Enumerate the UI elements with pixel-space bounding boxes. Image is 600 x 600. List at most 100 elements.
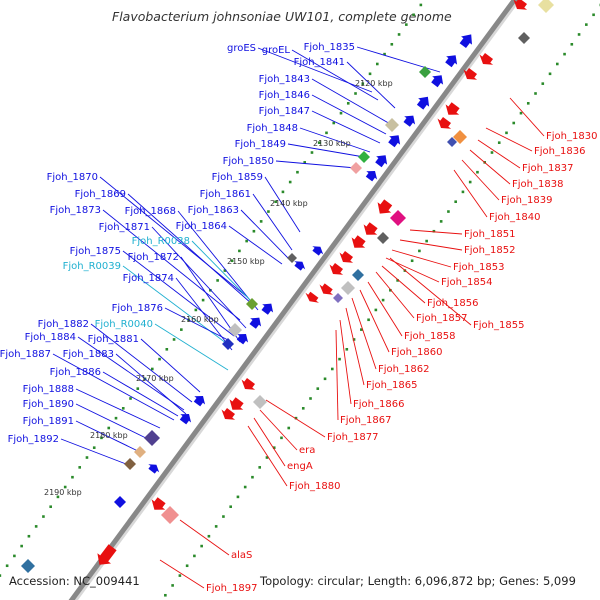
label-leader-line [391,249,452,268]
gene-block [518,32,530,44]
gene-block [228,323,242,337]
reverse-gene-label: Fjoh_1860 [391,347,442,358]
forward-tick-dot [71,475,74,479]
forward-tick-dot [114,416,118,420]
forward-tick-dot [252,229,256,233]
label-leader-line [287,143,365,158]
scale-tick-label: 2120 kbp [355,79,393,88]
forward-tick-dot [405,23,408,26]
gene-block [538,0,554,13]
forward-gene-arrow [365,171,378,182]
gene-block [124,458,136,470]
reverse-tick-dot [541,82,545,85]
label-leader-line [335,329,339,421]
label-leader-line [311,78,393,126]
forward-gene-label: Fjoh_1843 [259,74,310,85]
reverse-tick-dot [497,141,501,144]
label-leader-line [140,338,201,393]
label-leader-line [469,149,511,185]
reverse-tick-dot [425,239,428,243]
forward-tick-dot [361,82,365,85]
gene-block [453,130,467,144]
forward-gene-arrow [261,303,274,315]
label-leader-line [164,307,229,341]
reverse-gene-label: Fjoh_1877 [327,432,378,443]
forward-tick-dot [27,534,31,538]
reverse-tick-dot [410,259,414,263]
forward-gene-arrow [179,414,192,425]
reverse-gene-label: Fjoh_1839 [501,195,552,206]
forward-gene-arrow [445,55,458,68]
reverse-tick-dot [389,288,392,292]
label-leader-line [351,297,377,370]
reverse-tick-dot [309,397,312,400]
forward-gene-label: Fjoh_1847 [259,106,310,117]
forward-gene-arrow [388,135,401,148]
label-leader-line [77,336,185,411]
gene-block [350,162,362,174]
reverse-tick-dot [345,347,349,351]
label-leader-line [346,61,396,109]
label-leader-line [275,160,357,169]
forward-tick-dot [375,62,379,66]
forward-gene-label: Fjoh_1835 [304,42,355,53]
label-leader-line [122,265,231,347]
label-leader-line [409,229,463,235]
label-leader-line [299,127,371,153]
gene-block [341,281,355,295]
reverse-tick-dot [214,525,218,528]
reverse-gene-label: Fjoh_1866 [353,399,404,410]
reverse-tick-dot [178,574,182,577]
reverse-gene-arrow [329,263,344,275]
reverse-tick-dot [258,466,262,469]
reverse-gene-label: Fjoh_1862 [378,364,429,375]
reverse-tick-dot [468,180,472,184]
reverse-tick-dot [577,33,581,36]
forward-tick-dot [63,485,67,489]
forward-gene-label: Fjoh_1892 [8,434,59,445]
scale-tick-label: 2150 kbp [227,257,265,266]
forward-tick-dot [42,515,45,518]
reverse-tick-dot [330,367,334,371]
gene-block [114,496,126,508]
label-leader-line [253,417,286,467]
gene-block [21,559,35,573]
forward-gene-label: groEL [262,45,291,56]
reverse-gene-arrow [97,544,117,565]
forward-gene-label: Fjoh_1849 [235,139,286,150]
reverse-gene-label: Fjoh_1880 [289,481,340,492]
reverse-gene-arrow [437,117,452,129]
reverse-gene-label: Fjoh_1836 [534,146,585,157]
label-leader-line [60,438,127,465]
gene-block [333,293,343,303]
gene-features [21,0,554,573]
forward-tick-dot [332,121,336,125]
reverse-tick-dot [592,13,595,17]
forward-gene-label: Fjoh_1890 [23,399,74,410]
reverse-tick-dot [585,23,588,26]
reverse-gene-label: Fjoh_1838 [512,179,563,190]
accession-text: Accession: NC_009441 [9,574,140,588]
gene-block [447,137,457,147]
gene-block [377,232,389,244]
forward-gene-arrow [431,75,444,88]
forward-tick-dot [56,495,60,499]
reverse-gene-arrow [151,497,166,510]
forward-tick-dot [339,111,343,115]
scale-tick-label: 2160 kbp [181,315,219,324]
forward-gene-label: Fjoh_R0040 [95,319,153,330]
label-leader-line [75,420,141,453]
reverse-gene-arrow [363,222,378,235]
forward-gene-label: Fjoh_1846 [259,90,310,101]
forward-tick-dot [100,436,103,440]
forward-gene-label: Fjoh_1881 [88,334,139,345]
reverse-gene-arrow [479,53,494,65]
label-leader-line [252,193,293,251]
forward-tick-dot [92,446,96,449]
gene-block [390,210,406,226]
reverse-tick-dot [323,377,327,381]
forward-tick-dot [310,151,314,154]
reverse-tick-dot [360,328,363,331]
